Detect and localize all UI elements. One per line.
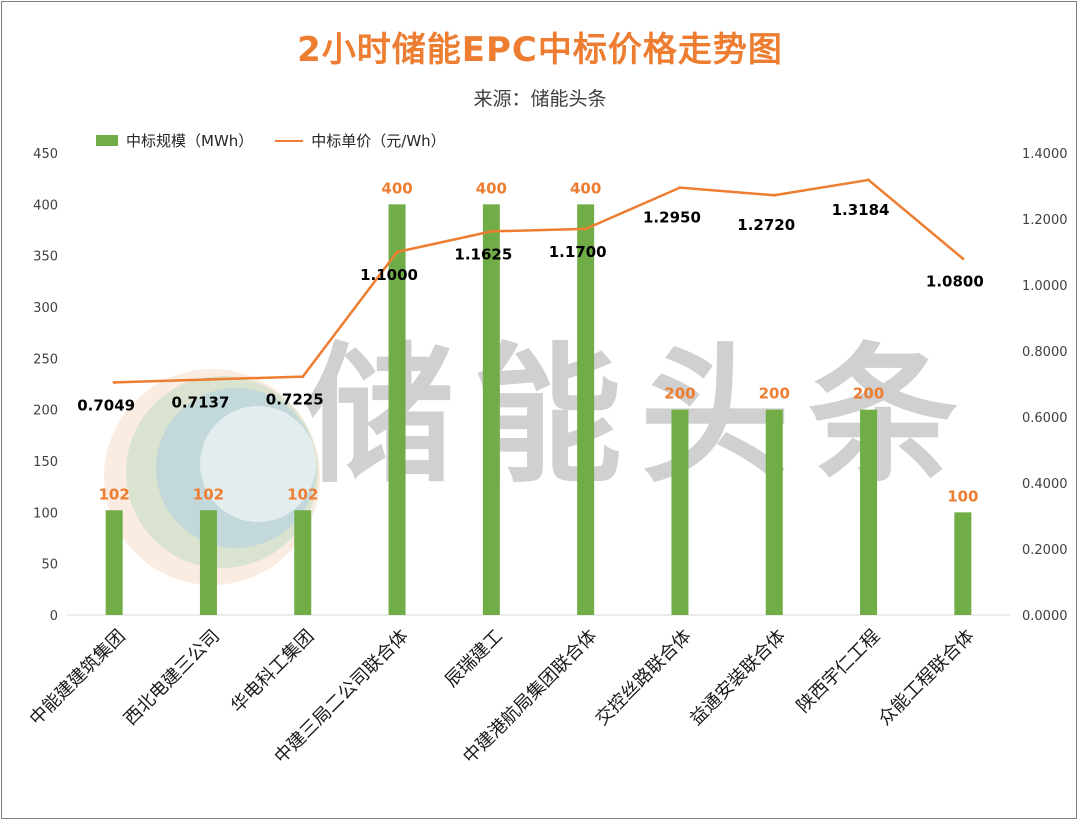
bar-value-label: 100 <box>947 487 978 505</box>
x-category-label: 陕西宇仁工程 <box>793 626 884 717</box>
y-right-tick-label: 1.4000 <box>1022 147 1068 162</box>
line-value-label: 1.1000 <box>360 266 418 284</box>
bar <box>199 510 217 615</box>
line-point <box>772 193 776 197</box>
y-left-tick-label: 0 <box>50 609 58 624</box>
line-value-label: 1.2950 <box>643 209 701 227</box>
watermark-text: 储能头条 <box>304 330 976 504</box>
line-point <box>112 380 116 384</box>
line-value-label: 1.1625 <box>454 245 512 263</box>
legend-item-bar: 中标规模（MWh） <box>96 130 253 151</box>
bar-value-label: 200 <box>759 385 790 403</box>
line-value-label: 1.0800 <box>926 273 984 291</box>
legend: 中标规模（MWh） 中标单价（元/Wh） <box>96 130 468 151</box>
bar-value-label: 200 <box>853 385 884 403</box>
legend-swatch-bar <box>96 135 118 146</box>
y-left-tick-label: 450 <box>33 147 58 162</box>
line-point <box>961 257 965 261</box>
y-left-tick-label: 150 <box>33 455 58 470</box>
y-left-tick-label: 100 <box>33 506 58 521</box>
bar <box>765 409 783 615</box>
x-category-label: 交控丝路联合体 <box>592 626 696 730</box>
watermark-logo-cut <box>200 406 316 522</box>
line-point <box>301 375 305 379</box>
y-right-tick-label: 0.4000 <box>1022 477 1068 492</box>
bar-value-label: 400 <box>381 179 412 197</box>
y-left-tick-label: 300 <box>33 301 58 316</box>
bar <box>954 512 972 615</box>
bar <box>577 204 595 616</box>
line-value-label: 1.1700 <box>549 243 607 261</box>
x-category-label: 中能建建筑集团 <box>26 626 130 730</box>
line-point <box>489 229 493 233</box>
bar-value-label: 102 <box>287 485 318 503</box>
bar <box>482 204 500 616</box>
y-left-tick-label: 350 <box>33 250 58 265</box>
line-point <box>395 250 399 254</box>
chart-title: 2小时储能EPC中标价格走势图 <box>297 30 783 70</box>
bar <box>671 409 689 615</box>
line-point <box>867 178 871 182</box>
y-right-tick-label: 0.8000 <box>1022 345 1068 360</box>
line-value-label: 0.7049 <box>77 396 135 414</box>
y-left-tick-label: 200 <box>33 404 58 419</box>
y-right-tick-label: 0.6000 <box>1022 411 1068 426</box>
line-value-label: 1.3184 <box>832 201 890 219</box>
line-point <box>584 227 588 231</box>
price-line <box>114 178 964 384</box>
line-value-label: 0.7225 <box>266 391 324 409</box>
line-point <box>678 186 682 190</box>
line-point <box>206 377 210 381</box>
y-right-tick-label: 0.0000 <box>1022 609 1068 624</box>
bar <box>388 204 406 616</box>
data-labels: 102 102 102 400 400 400 200 200 200 100 0.7049 0.71… <box>77 179 984 505</box>
y-right-tick-label: 1.0000 <box>1022 279 1068 294</box>
bar-value-label: 200 <box>664 385 695 403</box>
y-left-tick-label: 250 <box>33 352 58 367</box>
line-value-label: 1.2720 <box>737 216 795 234</box>
legend-item-line: 中标单价（元/Wh） <box>275 130 446 151</box>
y-right-tick-label: 0.2000 <box>1022 543 1068 558</box>
line-series <box>112 178 965 384</box>
chart-subtitle: 来源：储能头条 <box>473 88 607 110</box>
legend-label-bar: 中标规模（MWh） <box>126 132 254 150</box>
bar <box>860 409 878 615</box>
bar-value-label: 400 <box>570 179 601 197</box>
line-value-label: 0.7137 <box>172 393 230 411</box>
x-category-label: 辰瑞建工 <box>441 626 507 692</box>
bar-value-label: 400 <box>476 179 507 197</box>
bar <box>105 510 123 615</box>
legend-swatch-line <box>275 139 304 142</box>
y-right-tick-label: 1.2000 <box>1022 213 1068 228</box>
y-left-tick-label: 50 <box>41 558 58 573</box>
bar-value-label: 102 <box>98 485 129 503</box>
bar-series <box>105 204 972 616</box>
watermark: 储能头条 <box>104 330 976 585</box>
bar <box>294 510 312 615</box>
legend-label-line: 中标单价（元/Wh） <box>311 132 446 150</box>
y-left-tick-label: 400 <box>33 198 58 213</box>
x-category-label: 华电科工集团 <box>227 626 318 717</box>
x-category-label: 西北电建三公司 <box>120 626 224 730</box>
bar-value-label: 102 <box>193 485 224 503</box>
x-category-label: 益通安装联合体 <box>686 626 790 730</box>
x-category-label: 众能工程联合体 <box>874 626 978 730</box>
